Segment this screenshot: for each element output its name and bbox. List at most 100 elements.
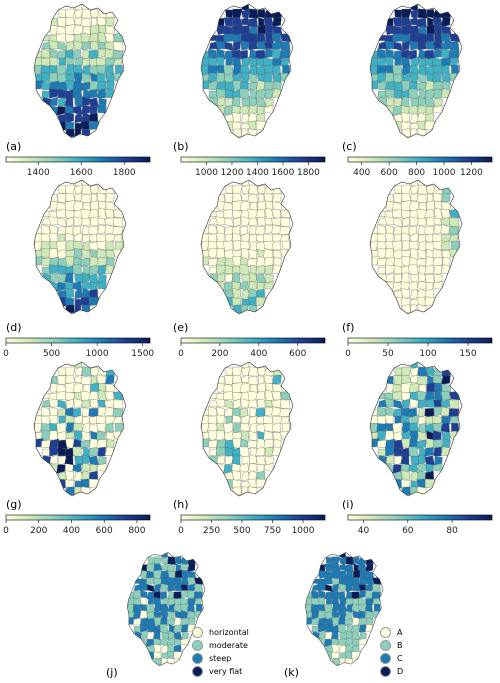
subcatchment bbox=[40, 455, 52, 464]
subcatchment bbox=[82, 422, 91, 434]
colorbar-c: 400 600 800 1000 1200 bbox=[347, 156, 493, 178]
map-a bbox=[33, 3, 127, 139]
subcatchment bbox=[166, 637, 176, 647]
subcatchment bbox=[247, 280, 258, 291]
subcatchment bbox=[392, 25, 403, 35]
subcatchment bbox=[88, 455, 99, 466]
subcatchment bbox=[147, 631, 154, 640]
legend-label: A bbox=[397, 628, 403, 637]
catchment-outline bbox=[33, 361, 127, 497]
subcatchment bbox=[344, 618, 353, 626]
map-b bbox=[200, 3, 294, 139]
subcatchment bbox=[81, 304, 91, 314]
subcatchment bbox=[180, 617, 189, 627]
subcatchment bbox=[133, 618, 142, 626]
subcatchment bbox=[401, 112, 410, 124]
subcatchment bbox=[427, 375, 434, 385]
subcatchment bbox=[49, 454, 59, 464]
subcatchment bbox=[263, 81, 274, 92]
subcatchment bbox=[72, 281, 83, 292]
subcatchment bbox=[402, 399, 410, 410]
subcatchment bbox=[82, 272, 91, 282]
subcatchment bbox=[179, 610, 188, 619]
subcatchment bbox=[426, 200, 436, 211]
subcatchment bbox=[427, 193, 434, 203]
subcatchment bbox=[376, 97, 388, 106]
subcatchment bbox=[279, 41, 291, 52]
subcatchment bbox=[345, 657, 353, 666]
panel-label-e: (e) bbox=[173, 321, 189, 334]
subcatchment bbox=[223, 201, 234, 211]
subcatchment bbox=[96, 430, 106, 441]
colorbar-g: 0 200 400 600 800 bbox=[3, 514, 151, 536]
subcatchment bbox=[208, 224, 218, 235]
subcatchment bbox=[72, 264, 83, 276]
subcatchment bbox=[448, 226, 460, 235]
subcatchment bbox=[232, 288, 241, 300]
subcatchment bbox=[73, 240, 84, 250]
subcatchment bbox=[216, 272, 226, 282]
subcatchment bbox=[351, 624, 360, 633]
subcatchment bbox=[73, 40, 84, 51]
subcatchment bbox=[82, 454, 91, 464]
subcatchment bbox=[97, 48, 106, 59]
subcatchment bbox=[58, 367, 67, 376]
subcatchment bbox=[104, 398, 116, 408]
subcatchment bbox=[186, 583, 196, 592]
panel-label-k: (k) bbox=[284, 666, 299, 679]
subcatchment bbox=[377, 82, 387, 90]
subcatchment bbox=[74, 128, 82, 138]
subcatchment bbox=[90, 382, 100, 393]
legend-item: A bbox=[380, 626, 403, 639]
colorbar-gradient bbox=[5, 156, 151, 163]
colorbar-tick-label: 0 bbox=[3, 349, 9, 359]
subcatchment bbox=[181, 590, 188, 599]
subcatchment bbox=[324, 577, 333, 585]
legend-swatch-a bbox=[380, 627, 391, 638]
subcatchment bbox=[311, 618, 320, 626]
subcatchment bbox=[80, 104, 91, 115]
subcatchment bbox=[263, 72, 273, 83]
subcatchment bbox=[265, 455, 274, 466]
subcatchment bbox=[257, 200, 267, 211]
subcatchment bbox=[225, 455, 233, 466]
subcatchment bbox=[112, 217, 124, 228]
subcatchment bbox=[216, 446, 227, 457]
subcatchment bbox=[90, 200, 100, 211]
subcatchment bbox=[424, 296, 436, 306]
subcatchment bbox=[351, 631, 361, 640]
subcatchment bbox=[239, 446, 250, 458]
subcatchment bbox=[58, 185, 67, 194]
subcatchment bbox=[146, 577, 155, 585]
subcatchment bbox=[279, 50, 291, 59]
colorbar-tick-label: 0 bbox=[345, 349, 351, 359]
subcatchment bbox=[409, 64, 420, 74]
subcatchment bbox=[419, 446, 427, 457]
subcatchment bbox=[73, 216, 84, 227]
subcatchment bbox=[153, 577, 162, 586]
subcatchment bbox=[91, 375, 98, 385]
colorbar-tick-label: 600 bbox=[96, 526, 113, 536]
colorbar-tick-label: 200 bbox=[211, 349, 228, 359]
subcatchment bbox=[41, 82, 51, 90]
subcatchment bbox=[271, 193, 282, 203]
subcatchment bbox=[48, 194, 58, 203]
legend-item: steep bbox=[192, 652, 249, 665]
subcatchment bbox=[167, 584, 176, 592]
subcatchment bbox=[65, 193, 76, 202]
subcatchment bbox=[280, 390, 291, 401]
subcatchment bbox=[433, 281, 443, 290]
subcatchment bbox=[257, 382, 267, 393]
colorbar-f: 0 50 100 150 bbox=[345, 337, 493, 359]
subcatchment bbox=[97, 224, 106, 235]
subcatchment bbox=[175, 563, 181, 572]
subcatchment bbox=[112, 226, 124, 235]
map-panel-k: (k) A B C D bbox=[284, 540, 403, 680]
subcatchment bbox=[146, 563, 155, 572]
subcatchment bbox=[66, 399, 74, 410]
subcatchment bbox=[57, 217, 67, 227]
subcatchment bbox=[223, 25, 234, 35]
legend-item: D bbox=[380, 665, 403, 678]
subcatchment bbox=[410, 486, 418, 496]
subcatchment bbox=[81, 128, 91, 138]
